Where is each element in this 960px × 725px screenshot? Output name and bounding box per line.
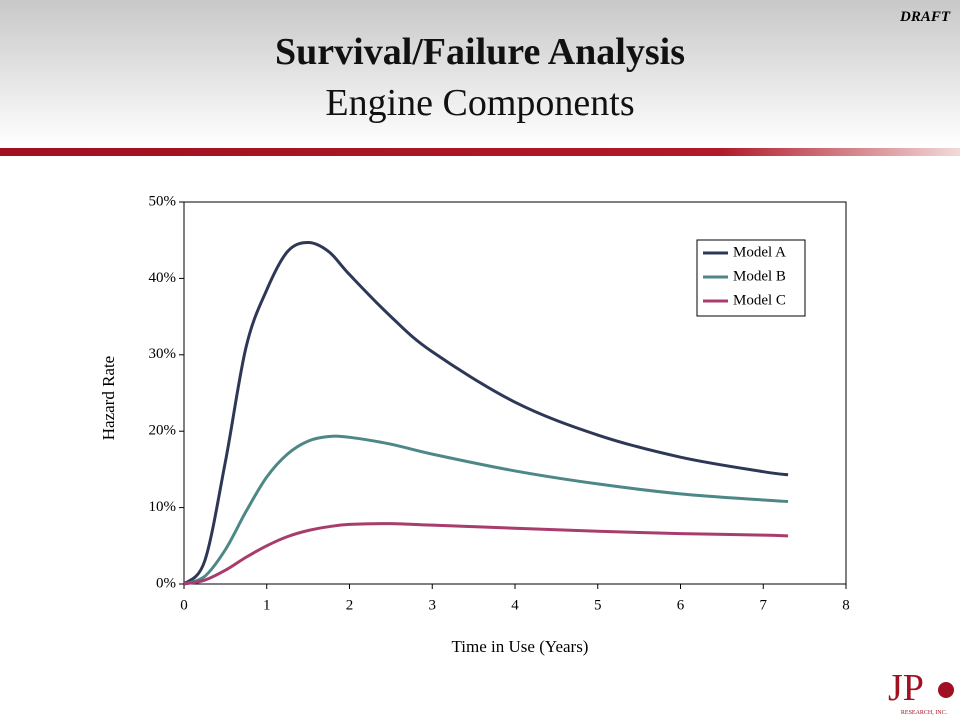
y-tick-label: 10%: [149, 499, 177, 515]
series-line: [182, 240, 789, 586]
header-rule: [0, 148, 960, 156]
x-tick-label: 1: [263, 597, 271, 613]
x-tick-label: 0: [180, 597, 188, 613]
y-tick-label: 20%: [149, 423, 177, 439]
x-tick-label: 8: [842, 597, 850, 613]
legend-label: Model C: [733, 292, 786, 308]
y-axis-label: Hazard Rate: [99, 356, 118, 440]
x-axis-label: Time in Use (Years): [452, 637, 589, 656]
series-line: [183, 434, 789, 586]
header-bg: [0, 0, 960, 148]
y-tick-label: 0%: [156, 575, 176, 591]
x-tick-label: 4: [511, 597, 519, 613]
x-tick-label: 3: [429, 597, 437, 613]
y-tick-label: 30%: [149, 346, 177, 362]
y-tick-label: 50%: [149, 193, 177, 209]
slide-title: Survival/Failure Analysis: [275, 31, 685, 73]
logo-dot: [938, 682, 954, 698]
y-tick-label: 40%: [149, 270, 177, 286]
x-tick-label: 7: [760, 597, 768, 613]
legend-label: Model A: [733, 244, 786, 260]
x-tick-label: 6: [677, 597, 685, 613]
logo-subtext: RESEARCH, INC.: [901, 710, 948, 716]
x-tick-label: 5: [594, 597, 602, 613]
plot: 0% 10% 20% 30% 40% 50% 0 1 2 3 4 5 6 7 8 Model A Model B…: [149, 193, 850, 613]
series-line: [183, 522, 789, 586]
legend-label: Model B: [733, 268, 786, 284]
slide-subtitle: Engine Components: [325, 82, 634, 124]
draft-label: DRAFT: [899, 9, 951, 25]
x-tick-label: 2: [346, 597, 354, 613]
logo-text: JP: [888, 667, 924, 709]
